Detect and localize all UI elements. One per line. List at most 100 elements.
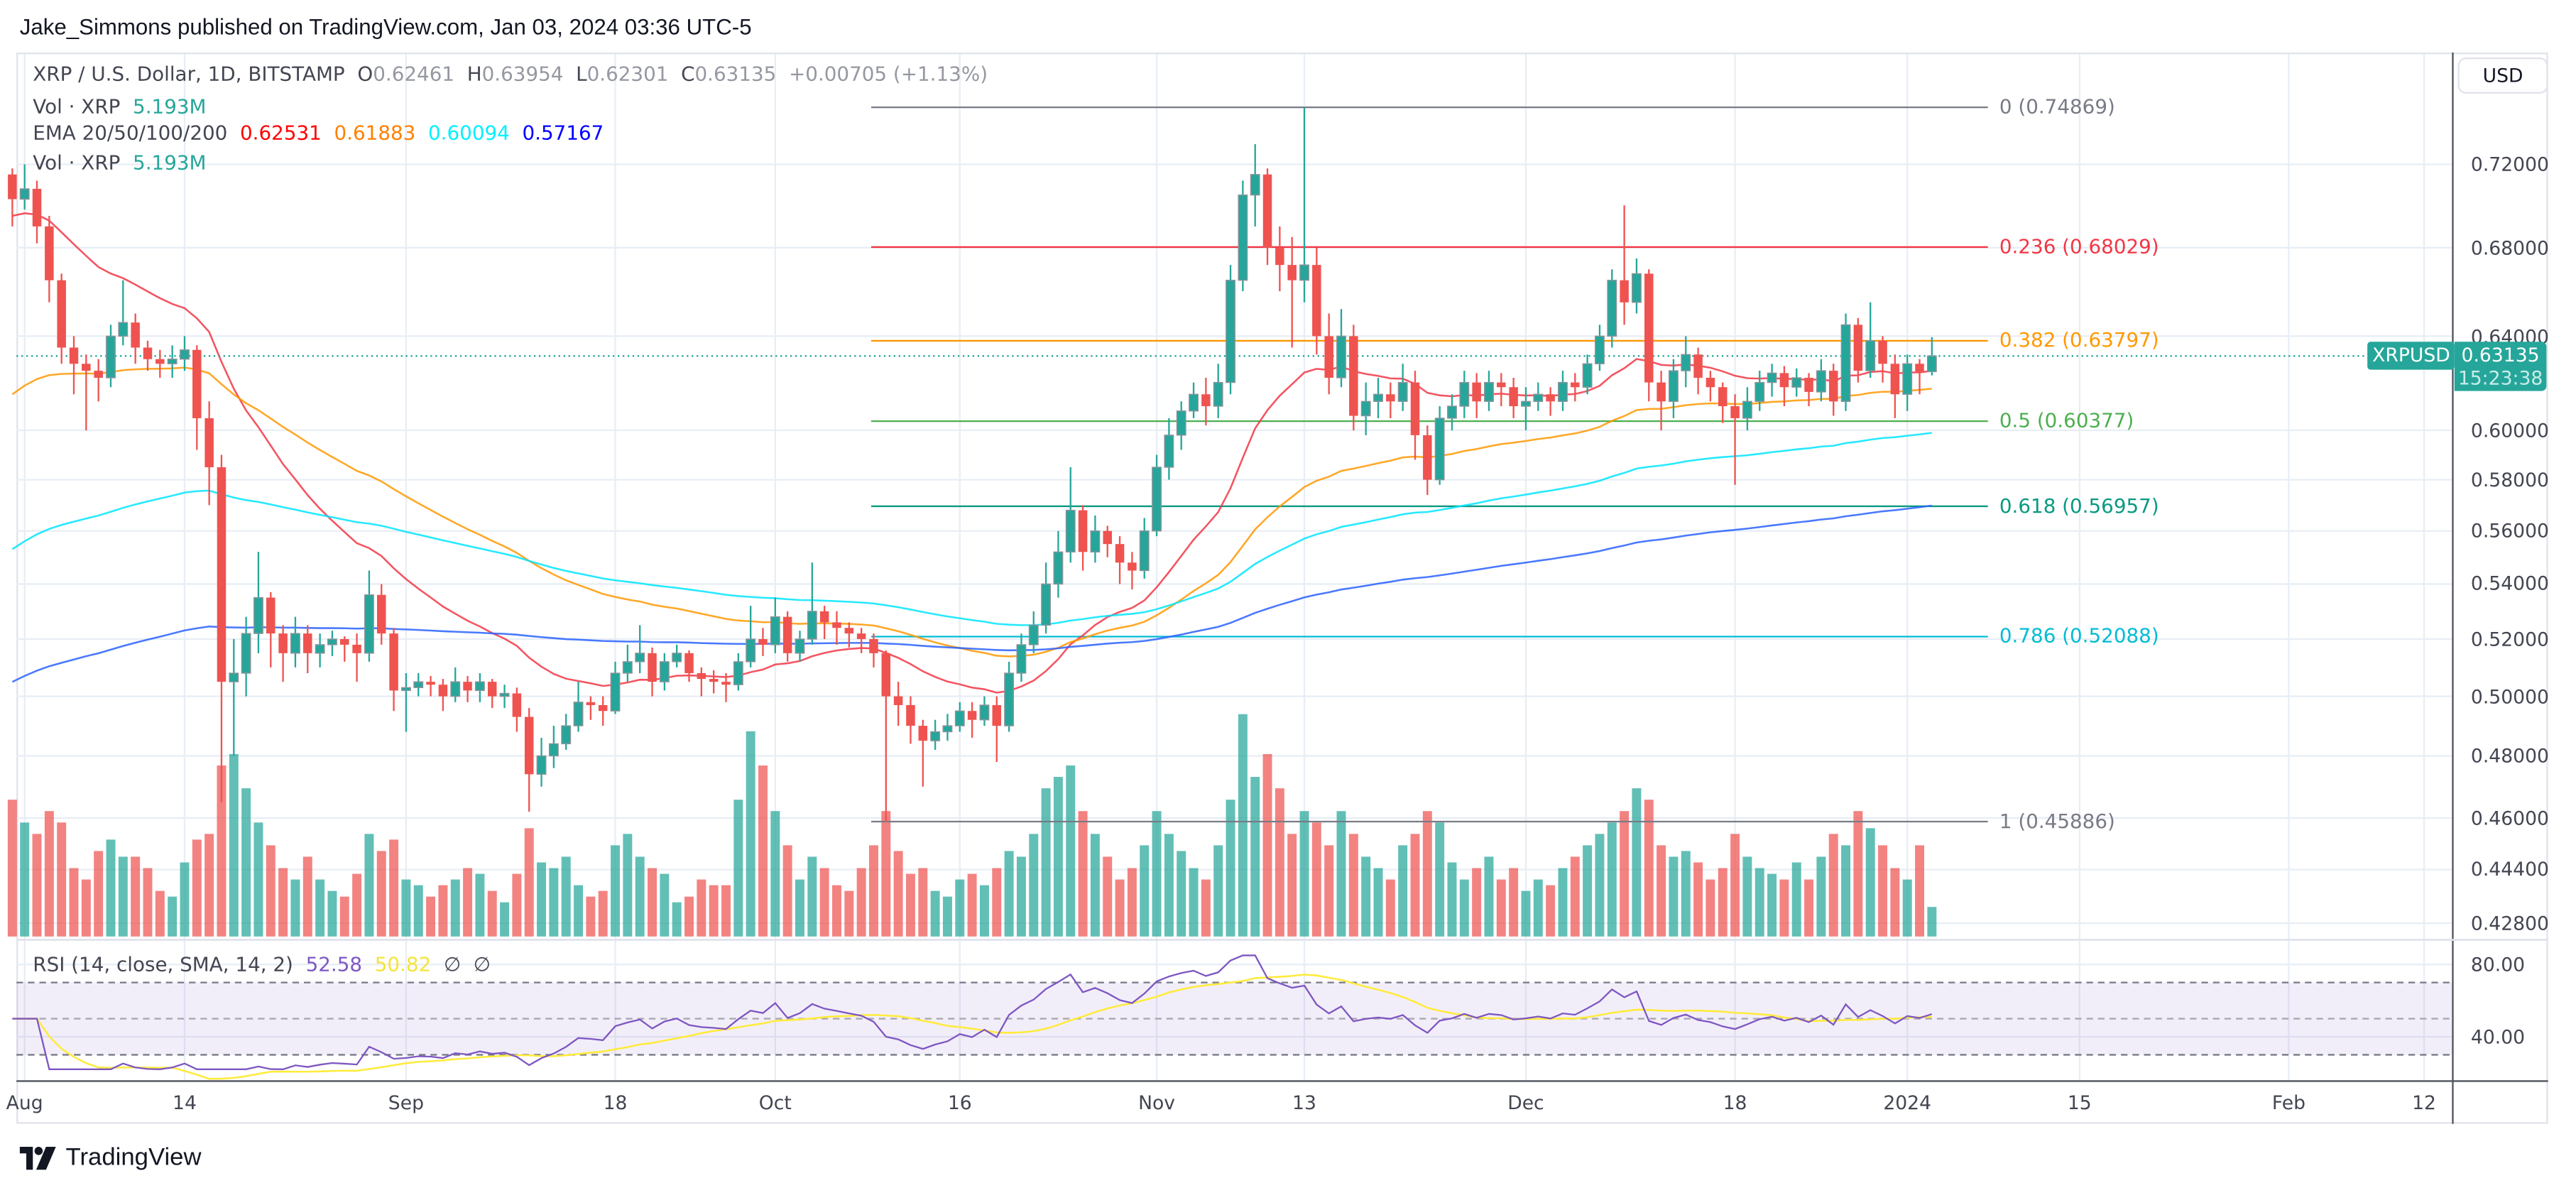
candle	[795, 631, 805, 662]
candle-body	[1349, 336, 1358, 416]
candle-body	[1299, 264, 1309, 281]
candle-body	[118, 322, 129, 337]
candle-body	[229, 672, 239, 682]
tradingview-logo[interactable]: TradingView	[19, 1143, 202, 1172]
candle-body	[1840, 324, 1851, 402]
volume-bar	[1546, 885, 1556, 937]
candle	[1632, 258, 1642, 314]
volume-bar	[1657, 845, 1666, 937]
candle-body	[82, 364, 91, 371]
candle-body	[19, 188, 30, 200]
candle	[1705, 371, 1715, 402]
candle	[648, 647, 657, 697]
volume-bar	[770, 811, 780, 937]
candle-body	[1865, 340, 1876, 371]
volume-bar	[81, 879, 91, 937]
candle-body	[1164, 435, 1174, 468]
volume-legend-2[interactable]: Vol · XRP 5.193M	[33, 151, 206, 174]
volume-bar	[967, 873, 977, 937]
candle	[684, 650, 694, 682]
candle-body	[45, 226, 54, 280]
candle	[1828, 364, 1838, 416]
candle-body	[1115, 544, 1125, 563]
chart-frame	[16, 53, 2548, 1124]
candle	[1878, 336, 1887, 383]
candle	[1065, 467, 1076, 563]
candle	[1176, 401, 1186, 450]
candle	[400, 672, 411, 732]
volume-bar	[918, 868, 928, 937]
volume-bar	[1693, 862, 1703, 937]
rsi-legend[interactable]: RSI (14, close, SMA, 14, 2) 52.58 50.82 …	[33, 953, 491, 976]
candle-body	[1521, 400, 1531, 407]
symbol-legend[interactable]: XRP / U.S. Dollar, 1D, BITSTAMP O0.62461…	[33, 62, 988, 85]
volume-bar	[1201, 879, 1211, 937]
volume-bar	[155, 890, 165, 937]
candle	[450, 667, 461, 702]
candle-body	[1312, 265, 1321, 337]
volume-bar	[1804, 879, 1814, 937]
close-value: 0.63135	[694, 62, 777, 86]
candle	[1865, 302, 1876, 378]
volume-bar	[746, 731, 755, 937]
volume-bar	[217, 765, 227, 937]
currency-button[interactable]: USD	[2457, 57, 2548, 94]
candle	[229, 639, 239, 756]
candle-body	[8, 174, 17, 200]
candle	[69, 336, 79, 395]
candle-body	[622, 661, 633, 674]
candle	[659, 653, 670, 691]
candle	[819, 606, 829, 640]
volume-bar	[1398, 845, 1408, 937]
candle-body	[684, 653, 694, 673]
candle	[217, 454, 227, 802]
candle	[377, 584, 386, 645]
volume-bar	[1213, 845, 1223, 937]
candle	[1754, 371, 1765, 411]
ema-legend[interactable]: EMA 20/50/100/200 0.62531 0.61883 0.6009…	[33, 121, 604, 144]
volume-legend[interactable]: Vol · XRP 5.193M	[33, 95, 206, 118]
candle	[1250, 144, 1260, 227]
ema20-line	[12, 212, 1932, 694]
rsi-tick-40: 40.00	[2470, 1025, 2526, 1049]
volume-bar	[1447, 862, 1457, 937]
candle-body	[548, 743, 559, 757]
candle-body	[930, 731, 941, 741]
volume-bar	[1078, 811, 1088, 937]
candle-body	[918, 726, 928, 741]
candle-body	[1176, 410, 1186, 436]
rsi-band	[16, 981, 2453, 1056]
candle	[1336, 309, 1346, 388]
candle	[1718, 382, 1728, 423]
ema200-value: 0.57167	[522, 121, 604, 145]
candle	[180, 336, 190, 371]
price-tick: 0.44400	[2470, 858, 2549, 881]
time-tick: 15	[2067, 1091, 2092, 1114]
volume-bar	[32, 834, 42, 937]
volume-bar	[721, 885, 731, 937]
candle	[1201, 377, 1211, 426]
candle	[167, 345, 178, 378]
candle	[1349, 325, 1358, 430]
close-label: C	[681, 62, 695, 86]
candle	[19, 164, 30, 210]
candle	[1644, 269, 1654, 402]
candle-body	[400, 687, 411, 692]
volume-bar	[253, 822, 263, 937]
candle	[463, 676, 472, 702]
volume-bar	[1348, 834, 1358, 937]
candle-body	[1090, 530, 1101, 552]
candle-body	[290, 633, 300, 654]
candle-body	[1189, 393, 1199, 412]
candle	[1853, 317, 1863, 383]
candles	[8, 107, 1937, 822]
volume-bar	[106, 839, 116, 937]
candle-body	[1681, 354, 1691, 371]
candle-body	[278, 633, 288, 653]
candle	[45, 215, 54, 303]
volume-bar	[463, 868, 473, 937]
candle	[1459, 371, 1470, 418]
candle	[1078, 505, 1088, 571]
candle-body	[733, 661, 743, 685]
